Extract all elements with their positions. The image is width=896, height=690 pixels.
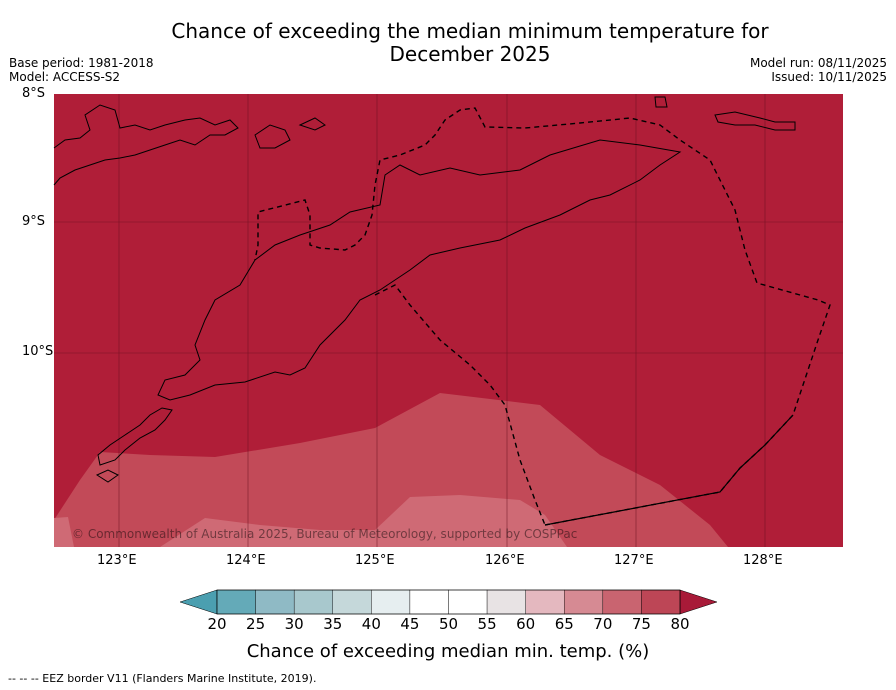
- lat-label: 8°S: [22, 86, 46, 101]
- colorbar-cell: [448, 589, 488, 615]
- graticule: [54, 94, 843, 547]
- colorbar-tick: 45: [400, 615, 420, 633]
- colorbar-cell: [216, 589, 256, 615]
- wetar-east-island: [714, 111, 796, 131]
- colorbar-tick: 30: [284, 615, 304, 633]
- colorbar-cells: [216, 589, 681, 615]
- colorbar-tick: 65: [554, 615, 574, 633]
- colorbar-tick: 60: [516, 615, 536, 633]
- eez-border-solid: [544, 414, 794, 526]
- small-island-b: [298, 117, 326, 131]
- model-run: Model run: 08/11/2025: [749, 56, 887, 70]
- title-line-1: Chance of exceeding the median minimum t…: [171, 19, 769, 43]
- title-line-2: December 2025: [389, 42, 551, 66]
- run-info: Model run: 08/11/2025 Issued: 10/11/2025: [750, 56, 887, 84]
- lat-label: 9°S: [22, 214, 46, 229]
- lon-label: 125°E: [355, 553, 395, 568]
- map-panel: [53, 94, 843, 547]
- small-island-c: [654, 96, 668, 108]
- probability-75-80-area: [54, 393, 728, 547]
- colorbar-frame: [216, 589, 681, 615]
- colorbar-tick: 75: [631, 615, 651, 633]
- base-period: Base period: 1981-2018: [9, 56, 154, 70]
- colorbar-tick: 55: [477, 615, 497, 633]
- model-name: Model: ACCESS-S2: [9, 70, 121, 84]
- ndana-island: [95, 469, 119, 483]
- lat-label: 10°S: [22, 344, 54, 359]
- probability-70-75-area: [160, 495, 567, 547]
- colorbar-high-extension: [679, 589, 718, 615]
- map-title: Chance of exceeding the median minimum t…: [0, 20, 896, 66]
- colorbar-cell: [293, 589, 333, 615]
- colorbar: [179, 589, 718, 615]
- colorbar-cell: [486, 589, 526, 615]
- lon-label: 124°E: [226, 553, 266, 568]
- colorbar-tick: 80: [670, 615, 690, 633]
- colorbar-cell: [564, 589, 604, 615]
- lon-label: 126°E: [485, 553, 525, 568]
- colorbar-tick: 70: [593, 615, 613, 633]
- colorbar-cell: [602, 589, 642, 615]
- small-island-a: [254, 124, 291, 149]
- model-info: Base period: 1981-2018 Model: ACCESS-S2: [9, 56, 154, 84]
- colorbar-tick: 25: [246, 615, 266, 633]
- colorbar-tick: 20: [207, 615, 227, 633]
- colorbar-tick: 40: [361, 615, 381, 633]
- timor-island: [157, 139, 682, 401]
- colorbar-tick: 50: [438, 615, 459, 633]
- lon-label: 128°E: [743, 553, 783, 568]
- colorbar-low-extension: [179, 589, 218, 615]
- colorbar-cell: [641, 589, 681, 615]
- colorbar-label: Chance of exceeding median min. temp. (%…: [246, 641, 650, 662]
- colorbar-cell: [255, 589, 295, 615]
- eez-footnote: -- -- -- EEZ border V11 (Flanders Marine…: [8, 672, 317, 685]
- rote-island: [97, 407, 173, 466]
- lon-label: 127°E: [614, 553, 654, 568]
- issued-date: Issued: 10/11/2025: [771, 70, 887, 84]
- colorbar-tick: 35: [323, 615, 343, 633]
- probability-70-75-edge: [54, 517, 74, 547]
- coastlines: [53, 96, 796, 483]
- colorbar-cell: [525, 589, 565, 615]
- colorbar-cell: [371, 589, 411, 615]
- lon-label: 123°E: [97, 553, 137, 568]
- colorbar-cell: [332, 589, 372, 615]
- eez-border: [254, 107, 831, 526]
- colorbar-cell: [409, 589, 449, 615]
- flores-island: [53, 104, 239, 186]
- copyright-watermark: © Commonwealth of Australia 2025, Bureau…: [72, 527, 578, 541]
